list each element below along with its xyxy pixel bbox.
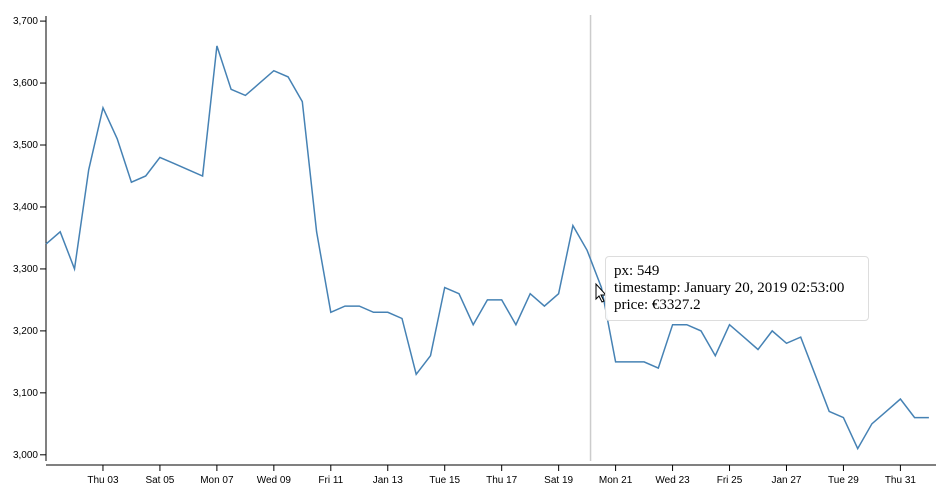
x-tick-label: Wed 23 xyxy=(655,475,690,486)
tooltip: px: 549 timestamp: January 20, 2019 02:53… xyxy=(605,256,869,321)
y-tick-label: 3,500 xyxy=(13,140,38,151)
x-tick-label: Sat 19 xyxy=(544,475,573,486)
y-tick-label: 3,200 xyxy=(13,326,38,337)
x-tick-label: Jan 13 xyxy=(373,475,403,486)
price-line xyxy=(45,45,929,451)
y-tick-label: 3,300 xyxy=(13,264,38,275)
tooltip-line: px: 549 xyxy=(614,263,660,279)
x-tick-label: Sat 05 xyxy=(145,475,174,486)
tooltip-line: timestamp: January 20, 2019 02:53:00 xyxy=(614,280,845,296)
x-tick-label: Fri 25 xyxy=(717,475,743,486)
y-tick-label: 3,700 xyxy=(13,16,38,27)
x-tick-label: Tue 29 xyxy=(828,475,859,486)
y-tick-label: 3,000 xyxy=(13,450,38,461)
x-tick-label: Tue 15 xyxy=(429,475,460,486)
x-tick-label: Thu 31 xyxy=(885,475,917,486)
x-tick-label: Mon 21 xyxy=(599,475,633,486)
x-tick-label: Thu 17 xyxy=(486,475,518,486)
tooltip-line: price: €3327.2 xyxy=(614,297,701,313)
x-tick-label: Fri 11 xyxy=(318,475,343,486)
x-tick-label: Thu 03 xyxy=(87,475,119,486)
y-tick-label: 3,600 xyxy=(13,78,38,89)
x-tick-label: Mon 07 xyxy=(200,475,234,486)
y-tick-label: 3,400 xyxy=(13,202,38,213)
y-tick-label: 3,100 xyxy=(13,388,38,399)
x-tick-label: Wed 09 xyxy=(257,475,292,486)
x-tick-label: Jan 27 xyxy=(771,475,801,486)
